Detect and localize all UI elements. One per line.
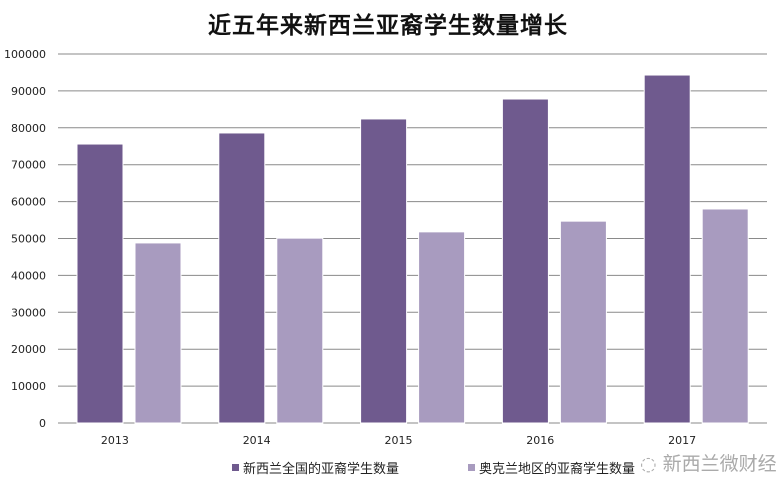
- legend-label: 奥克兰地区的亚裔学生数量: [479, 462, 636, 477]
- bar-2017-series-0: [643, 74, 691, 424]
- y-tick-label: 70000: [11, 159, 46, 172]
- x-tick-label: 2013: [101, 434, 129, 447]
- bar-2016-series-0: [501, 98, 549, 424]
- legend-item-national: 新西兰全国的亚裔学生数量: [232, 458, 399, 477]
- legend-swatch: [232, 464, 239, 471]
- y-tick-label: 30000: [11, 306, 46, 319]
- bar-2013-series-0: [76, 143, 124, 424]
- bar-2014-series-1: [276, 237, 324, 424]
- y-tick-label: 10000: [11, 380, 46, 393]
- chart-title: 近五年来新西兰亚裔学生数量增长: [208, 12, 568, 39]
- y-tick-label: 100000: [4, 48, 46, 61]
- bar-2015-series-1: [418, 231, 466, 424]
- x-tick-label: 2017: [668, 434, 696, 447]
- legend-item-auckland: 奥克兰地区的亚裔学生数量: [468, 458, 635, 477]
- x-tick-label: 2014: [243, 434, 271, 447]
- y-tick-label: 90000: [11, 85, 46, 98]
- bar-2017-series-1: [701, 208, 749, 424]
- x-tick-label: 2016: [526, 434, 554, 447]
- x-tick-label: 2015: [385, 434, 413, 447]
- y-tick-label: 20000: [11, 343, 46, 356]
- watermark-text: 新西兰微财经: [662, 453, 776, 475]
- y-tick-label: 60000: [11, 196, 46, 209]
- y-tick-label: 40000: [11, 269, 46, 282]
- bar-2016-series-1: [559, 220, 607, 424]
- y-tick-label: 0: [39, 417, 46, 430]
- bar-2013-series-1: [134, 242, 182, 424]
- bar-2014-series-0: [218, 132, 266, 424]
- bar-2015-series-0: [360, 118, 408, 424]
- y-tick-label: 80000: [11, 122, 46, 135]
- legend-label: 新西兰全国的亚裔学生数量: [243, 462, 400, 477]
- legend-swatch: [468, 464, 475, 471]
- y-tick-label: 50000: [11, 233, 46, 246]
- watermark: ◌ 新西兰微财经: [640, 453, 776, 475]
